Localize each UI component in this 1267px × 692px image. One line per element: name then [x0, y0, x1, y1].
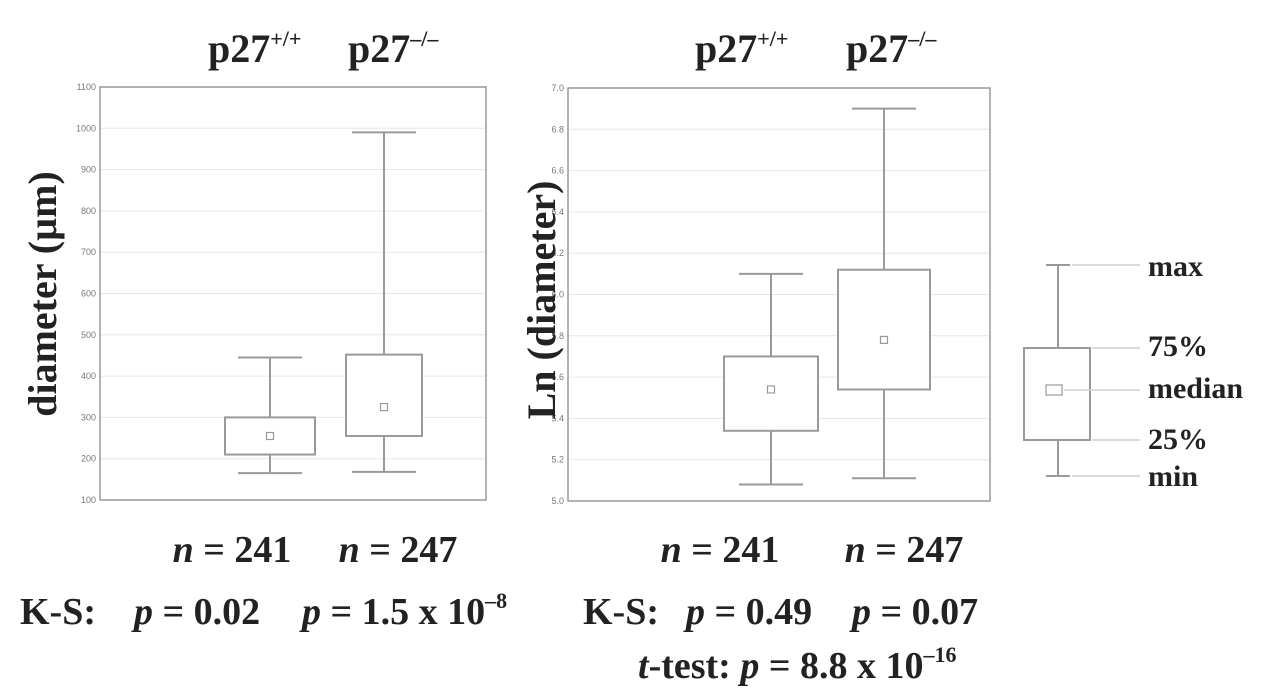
left-y-tick-labels: 100 200 300 400 500 600 700 800 900 1000 1100 [76, 82, 96, 505]
right-y-tick-label: 6.2 [551, 248, 564, 258]
right-y-tick-label: 5.0 [551, 496, 564, 506]
left-n-wt: n = 241 [173, 529, 292, 571]
left-gridlines [101, 127, 485, 460]
left-group-label-ko: p27–/– [348, 26, 439, 71]
left-y-tick-label: 700 [81, 247, 96, 257]
left-y-tick-label: 400 [81, 371, 96, 381]
left-y-tick-label: 600 [81, 289, 96, 299]
left-y-tick-label: 800 [81, 206, 96, 216]
right-ks-p-wt: p = 0.49 [683, 591, 812, 633]
legend-label-q1: 25% [1148, 423, 1208, 456]
left-ks-p-ko: p = 1.5 x 10–8 [299, 588, 507, 633]
legend-label-median: median [1148, 372, 1243, 405]
legend-label-max: max [1148, 250, 1203, 283]
left-y-tick-label: 900 [81, 165, 96, 175]
right-y-tick-label: 6.4 [551, 207, 564, 217]
right-y-tick-label: 5.8 [551, 331, 564, 341]
right-y-tick-label: 6.0 [551, 290, 564, 300]
right-ks-p-ko: p = 0.07 [849, 591, 978, 633]
right-y-tick-label: 5.6 [551, 372, 564, 382]
right-y-axis-label: Ln (diameter) [519, 181, 564, 420]
left-y-axis-label: diameter (µm) [20, 171, 65, 417]
right-box-wt [723, 272, 819, 486]
left-y-tick-label: 1000 [76, 123, 96, 133]
left-y-tick-label: 100 [81, 495, 96, 505]
right-y-tick-label: 5.4 [551, 413, 564, 423]
left-box-ko [345, 131, 423, 473]
right-y-tick-label: 6.6 [551, 166, 564, 176]
iqr-box [345, 353, 423, 437]
left-y-tick-label: 300 [81, 412, 96, 422]
right-box-ko [837, 107, 931, 480]
panel-left: p27+/+ p27–/– 100 200 300 400 500 600 700 800 90… [20, 26, 507, 633]
right-y-tick-label: 7.0 [551, 83, 564, 93]
legend-label-min: min [1148, 460, 1198, 493]
left-boxplots [224, 131, 423, 475]
legend-median-marker [1045, 384, 1063, 396]
left-y-tick-label: 500 [81, 330, 96, 340]
left-y-tick-label: 200 [81, 454, 96, 464]
right-y-tick-labels: 5.0 5.2 5.4 5.6 5.8 6.0 6.2 6.4 6.6 6.8 7.0 [551, 83, 564, 506]
left-ks-label: K-S: [20, 591, 96, 633]
left-group-label-wt: p27+/+ [208, 26, 301, 71]
iqr-box [837, 268, 931, 391]
right-y-tick-label: 5.2 [551, 455, 564, 465]
right-plot-frame [567, 87, 991, 502]
median-marker [879, 335, 889, 345]
median-marker [379, 402, 389, 412]
left-box-wt [224, 356, 316, 475]
right-group-label-ko: p27–/– [846, 26, 937, 71]
median-marker [766, 385, 776, 394]
left-ks-p-wt: p = 0.02 [131, 591, 260, 633]
median-marker [265, 431, 275, 441]
right-y-tick-label: 6.8 [551, 124, 564, 134]
right-ttest: t-test: p = 8.8 x 10–16 [638, 642, 957, 687]
right-ks-label: K-S: [583, 591, 659, 633]
left-plot-frame [99, 86, 487, 501]
right-n-wt: n = 241 [661, 529, 780, 571]
left-n-ko: n = 247 [339, 529, 458, 571]
legend-box-key: max 75% median 25% min [1023, 250, 1243, 493]
legend-label-q3: 75% [1148, 330, 1208, 363]
right-boxplots [723, 107, 931, 486]
right-n-ko: n = 247 [845, 529, 964, 571]
right-group-label-wt: p27+/+ [695, 26, 788, 71]
left-y-tick-label: 1100 [77, 82, 96, 92]
iqr-box [723, 355, 819, 432]
panel-right: p27+/+ p27–/– 5.0 5.2 5.4 5.6 5.8 6.0 6.2 6.4 6.… [519, 26, 991, 687]
